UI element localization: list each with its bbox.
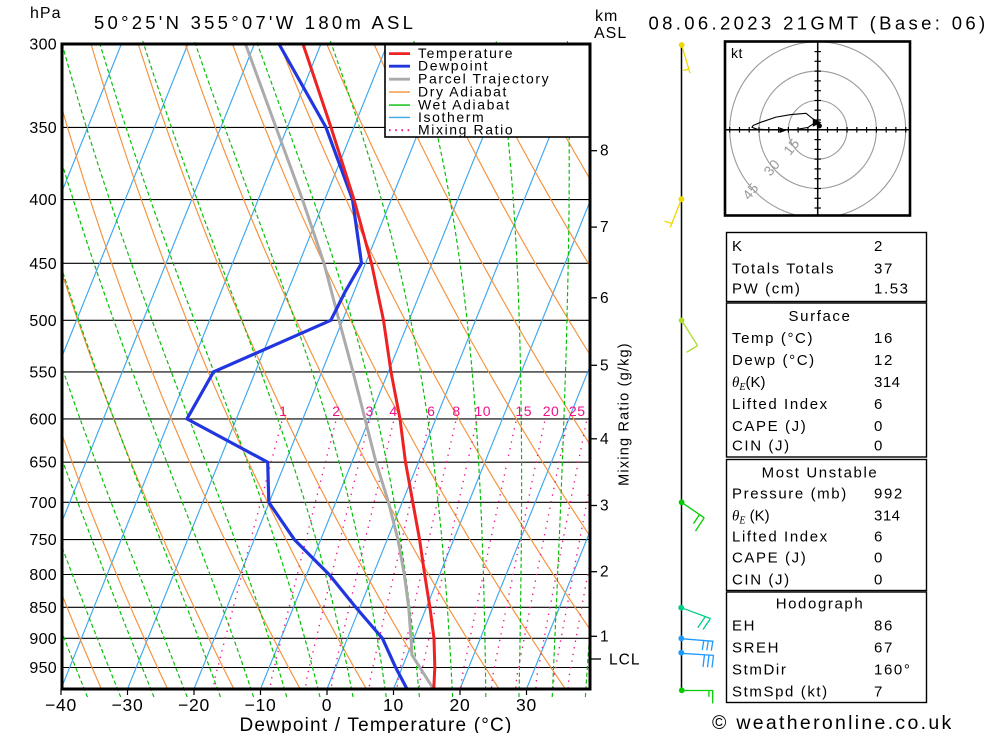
svg-text:Totals Totals: Totals Totals	[732, 261, 835, 278]
svg-text:86: 86	[874, 618, 894, 635]
svg-text:StmDir: StmDir	[732, 662, 787, 679]
svg-text:Dry Adiabat: Dry Adiabat	[418, 84, 508, 100]
svg-text:−10: −10	[244, 695, 276, 715]
svg-text:8: 8	[452, 403, 460, 419]
svg-text:650: 650	[29, 455, 57, 472]
svg-text:950: 950	[29, 660, 57, 677]
svg-text:2: 2	[874, 238, 884, 255]
svg-text:2: 2	[600, 564, 609, 581]
svg-text:30: 30	[516, 695, 537, 715]
svg-text:992: 992	[874, 486, 904, 503]
svg-text:16: 16	[874, 330, 894, 347]
svg-text:800: 800	[29, 567, 57, 584]
svg-text:0: 0	[874, 418, 884, 435]
svg-text:Isotherm: Isotherm	[418, 109, 485, 125]
svg-text:6: 6	[874, 396, 884, 413]
svg-text:450: 450	[29, 256, 57, 273]
svg-text:0: 0	[322, 695, 333, 715]
svg-text:© weatheronline.co.uk: © weatheronline.co.uk	[712, 712, 954, 733]
svg-text:Dewp (°C): Dewp (°C)	[732, 352, 816, 369]
svg-text:LCL: LCL	[609, 652, 640, 669]
svg-text:0: 0	[874, 572, 884, 589]
svg-text:4: 4	[389, 403, 397, 419]
svg-text:Hodograph: Hodograph	[776, 596, 865, 613]
svg-text:ASL: ASL	[594, 25, 627, 42]
svg-text:Mixing Ratio: Mixing Ratio	[418, 122, 514, 138]
svg-text:300: 300	[29, 37, 57, 54]
svg-text:Temp (°C): Temp (°C)	[732, 330, 814, 347]
svg-text:Lifted Index: Lifted Index	[732, 396, 829, 413]
svg-text:hPa: hPa	[30, 5, 61, 22]
svg-text:7: 7	[600, 219, 609, 236]
svg-text:5: 5	[600, 357, 609, 374]
svg-text:CAPE (J): CAPE (J)	[732, 418, 807, 435]
svg-text:Lifted Index: Lifted Index	[732, 529, 829, 546]
svg-text:km: km	[595, 8, 618, 25]
svg-text:Mixing Ratio (g/kg): Mixing Ratio (g/kg)	[617, 342, 633, 486]
svg-text:314: 314	[874, 508, 901, 525]
svg-text:1: 1	[600, 628, 609, 645]
svg-text:CIN (J): CIN (J)	[732, 438, 791, 455]
svg-text:Surface: Surface	[789, 308, 852, 325]
svg-text:12: 12	[874, 352, 894, 369]
svg-text:PW (cm): PW (cm)	[732, 281, 802, 298]
svg-text:67: 67	[874, 640, 894, 657]
svg-text:750: 750	[29, 532, 57, 549]
svg-text:3: 3	[366, 403, 374, 419]
svg-text:Dewpoint: Dewpoint	[418, 58, 489, 74]
svg-text:6: 6	[874, 529, 884, 546]
svg-text:2: 2	[332, 403, 340, 419]
svg-text:4: 4	[600, 431, 609, 448]
svg-text:160°: 160°	[874, 662, 911, 679]
svg-text:37: 37	[874, 261, 894, 278]
svg-text:314: 314	[874, 374, 901, 391]
svg-text:1.53: 1.53	[874, 281, 910, 298]
svg-text:−20: −20	[178, 695, 210, 715]
svg-text:1: 1	[279, 403, 287, 419]
svg-text:20: 20	[543, 403, 560, 419]
svg-text:SREH: SREH	[732, 640, 780, 657]
svg-text:kt: kt	[731, 45, 743, 61]
svg-text:EH: EH	[732, 618, 756, 635]
svg-text:Most Unstable: Most Unstable	[762, 465, 879, 482]
svg-text:Wet Adiabat: Wet Adiabat	[418, 97, 511, 113]
svg-text:350: 350	[29, 120, 57, 137]
svg-text:CAPE (J): CAPE (J)	[732, 550, 807, 567]
svg-text:10: 10	[475, 403, 492, 419]
svg-text:15: 15	[515, 403, 532, 419]
svg-text:Pressure (mb): Pressure (mb)	[732, 486, 848, 503]
svg-text:6: 6	[600, 290, 609, 307]
svg-text:7: 7	[874, 684, 884, 701]
svg-text:θE(K): θE(K)	[732, 374, 765, 393]
svg-text:550: 550	[29, 364, 57, 381]
svg-text:850: 850	[29, 600, 57, 617]
svg-text:700: 700	[29, 495, 57, 512]
svg-text:6: 6	[427, 403, 435, 419]
svg-text:25: 25	[569, 403, 586, 419]
svg-text:50°25'N 355°07'W 180m ASL: 50°25'N 355°07'W 180m ASL	[94, 12, 416, 33]
svg-text:0: 0	[874, 438, 884, 455]
svg-text:Dewpoint / Temperature (°C): Dewpoint / Temperature (°C)	[239, 715, 512, 733]
svg-text:08.06.2023 21GMT (Base: 06): 08.06.2023 21GMT (Base: 06)	[648, 13, 988, 34]
svg-text:0: 0	[874, 550, 884, 567]
svg-text:θE (K): θE (K)	[732, 508, 770, 527]
svg-text:CIN (J): CIN (J)	[732, 572, 791, 589]
svg-text:Parcel Trajectory: Parcel Trajectory	[418, 71, 550, 87]
svg-text:10: 10	[383, 695, 404, 715]
svg-text:Temperature: Temperature	[418, 45, 514, 61]
svg-text:500: 500	[29, 313, 57, 330]
svg-text:3: 3	[600, 498, 609, 515]
svg-text:400: 400	[29, 192, 57, 209]
svg-text:K: K	[732, 238, 744, 255]
svg-text:900: 900	[29, 631, 57, 648]
svg-text:−40: −40	[45, 695, 77, 715]
svg-text:8: 8	[600, 143, 609, 160]
svg-text:−30: −30	[111, 695, 143, 715]
svg-text:600: 600	[29, 411, 57, 428]
svg-text:StmSpd (kt): StmSpd (kt)	[732, 684, 829, 701]
svg-text:20: 20	[449, 695, 470, 715]
